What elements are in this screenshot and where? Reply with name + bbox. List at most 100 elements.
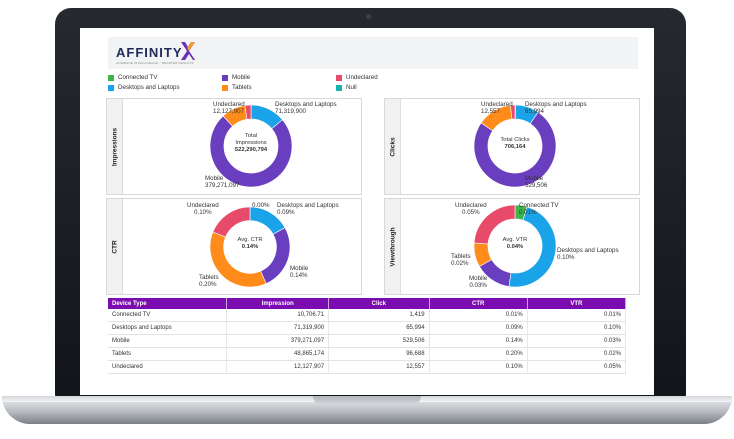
panel-side-title: CTR — [107, 199, 123, 294]
laptop-notch — [313, 396, 421, 405]
panel-title: CTR — [111, 239, 118, 254]
legend-swatch — [222, 74, 228, 81]
label-desktops: Desktops and Laptops 71,319,900 — [275, 101, 337, 116]
table-cell: Undeclared — [108, 360, 228, 374]
label-undeclared: Undeclared 0.05% — [455, 202, 487, 217]
brand-name: AFFINITY — [116, 45, 183, 60]
label-mobile: Mobile 529,506 — [525, 175, 548, 190]
table-cell: Mobile — [108, 334, 228, 348]
label-connected-tv: 0.00% — [252, 202, 270, 209]
table-row[interactable]: Mobile 379,271,097 529,506 0.14% 0.03% — [108, 334, 627, 348]
table-cell: 0.10% — [527, 321, 627, 335]
column-header[interactable]: Device Type — [108, 298, 228, 309]
center-value: 0.04% — [506, 244, 524, 251]
donut-slice-undeclared[interactable] — [510, 104, 516, 120]
ctr-panel: CTR Avg. CTR 0.14% Undeclared 0.10% 0.00… — [106, 198, 362, 295]
table-cell: 48,865,174 — [226, 347, 330, 361]
table-cell: 529,506 — [328, 334, 430, 348]
column-header[interactable]: CTR — [429, 298, 528, 309]
center-value: 706,164 — [504, 144, 526, 151]
table-cell: 0.20% — [429, 347, 528, 361]
ctr-donut-chart[interactable] — [207, 204, 293, 290]
legend-label: Connected TV — [118, 74, 158, 81]
ctr-center: Avg. CTR 0.14% — [237, 237, 262, 251]
legend-item-tablets[interactable]: Tablets — [222, 84, 252, 91]
label-tablets: Tablets 0.02% — [451, 253, 471, 268]
device-type-table: Device Type Impression Click CTR VTR Con… — [108, 298, 627, 374]
donut-slice-undeclared[interactable] — [473, 204, 516, 245]
label-desktops: Desktops and Laptops 0.10% — [557, 247, 619, 262]
table-cell: 96,688 — [328, 347, 430, 361]
panel-title: Impressions — [111, 127, 118, 166]
table-cell: 12,127,907 — [226, 360, 330, 374]
legend-item-null[interactable]: Null — [336, 84, 357, 91]
table-cell: Connected TV — [108, 309, 228, 322]
viewthrough-donut-chart[interactable] — [471, 202, 559, 290]
panel-side-title: Clicks — [385, 99, 401, 194]
legend-swatch — [222, 84, 228, 91]
impressions-panel: Impressions Total Impressions 522,290,79… — [106, 98, 362, 195]
donut-slice-undeclared[interactable] — [244, 104, 252, 120]
label-mobile: Mobile 0.14% — [290, 265, 309, 280]
clicks-center: Total Clicks 706,164 — [500, 137, 529, 151]
donut-slice-mobile[interactable] — [473, 111, 557, 188]
donut-slice-mobile[interactable] — [260, 227, 291, 285]
brand-x-icon — [181, 42, 195, 60]
column-header[interactable]: Click — [328, 298, 430, 309]
table-cell: 0.14% — [429, 334, 528, 348]
legend-item-undeclared[interactable]: Undeclared — [336, 74, 378, 81]
brand-logo: AFFINITY AUDIENCE INTELLIGENCE · SMARTER… — [108, 37, 198, 69]
donut-slice-undeclared[interactable] — [212, 206, 251, 238]
table-row[interactable]: Desktops and Laptops 71,319,900 65,994 0… — [108, 321, 627, 335]
legend-swatch — [108, 74, 114, 81]
center-value: 0.14% — [241, 244, 259, 251]
impressions-donut-chart[interactable] — [207, 102, 295, 190]
legend-item-connected-tv[interactable]: Connected TV — [108, 74, 157, 81]
table-cell: 10,706.71 — [226, 309, 330, 322]
panel-title: Viewthrough — [389, 226, 396, 267]
dashboard-header: AFFINITY AUDIENCE INTELLIGENCE · SMARTER… — [108, 37, 638, 69]
legend-swatch — [108, 84, 114, 91]
viewthrough-center: Avg. VTR 0.04% — [503, 237, 528, 251]
brand-tagline: AUDIENCE INTELLIGENCE · SMARTER RESULTS — [116, 61, 194, 65]
label-undeclared: Undeclared 12,557 — [481, 101, 513, 116]
label-connected-tv: Connected TV 0.01% — [519, 202, 559, 217]
table-cell: 0.03% — [527, 334, 627, 348]
legend-swatch — [336, 84, 342, 91]
legend-label: Null — [346, 84, 357, 91]
table-row[interactable]: Undeclared 12,127,907 12,557 0.10% 0.05% — [108, 360, 627, 374]
label-desktops: Desktops and Laptops 65,994 — [525, 101, 587, 116]
legend-item-desktops[interactable]: Desktops and Laptops — [108, 84, 180, 91]
table-cell: 0.05% — [527, 360, 627, 374]
label-desktops: Desktops and Laptops 0.09% — [277, 202, 339, 217]
column-header[interactable]: Impression — [226, 298, 330, 309]
legend-label: Tablets — [232, 84, 252, 91]
legend-label: Undeclared — [346, 74, 378, 81]
center-label: Avg. VTR — [502, 237, 528, 243]
table-cell: Tablets — [108, 347, 228, 361]
dashboard-screen: AFFINITY AUDIENCE INTELLIGENCE · SMARTER… — [80, 28, 654, 395]
label-mobile: Mobile 0.03% — [469, 275, 488, 290]
label-undeclared: Undeclared 12,127,907 — [213, 101, 245, 116]
table-cell: 0.01% — [527, 309, 627, 322]
table-cell: 0.09% — [429, 321, 528, 335]
table-cell: 0.02% — [527, 347, 627, 361]
table-row[interactable]: Tablets 48,865,174 96,688 0.20% 0.02% — [108, 347, 627, 361]
table-cell: 12,557 — [328, 360, 430, 374]
legend-item-mobile[interactable]: Mobile — [222, 74, 250, 81]
label-tablets: Tablets 0.20% — [199, 274, 219, 289]
label-undeclared: Undeclared 0.10% — [187, 202, 219, 217]
center-label: Total Impressions — [235, 133, 267, 147]
clicks-donut-chart[interactable] — [471, 102, 559, 190]
legend-swatch — [336, 74, 342, 81]
table-cell: Desktops and Laptops — [108, 321, 228, 335]
viewthrough-panel: Viewthrough Avg. VTR 0.04% Undeclared 0.… — [384, 198, 640, 295]
center-value: 522,290,794 — [234, 147, 268, 154]
column-header[interactable]: VTR — [527, 298, 627, 309]
panel-title: Clicks — [389, 136, 396, 157]
impressions-center: Total Impressions 522,290,794 — [235, 133, 267, 155]
table-cell: 71,319,900 — [226, 321, 330, 335]
donut-slice-mobile[interactable] — [209, 115, 293, 188]
table-row[interactable]: Connected TV 10,706.71 1,419 0.01% 0.01% — [108, 309, 627, 322]
chart-legend: Connected TV Mobile Undeclared Desktops … — [108, 74, 438, 94]
